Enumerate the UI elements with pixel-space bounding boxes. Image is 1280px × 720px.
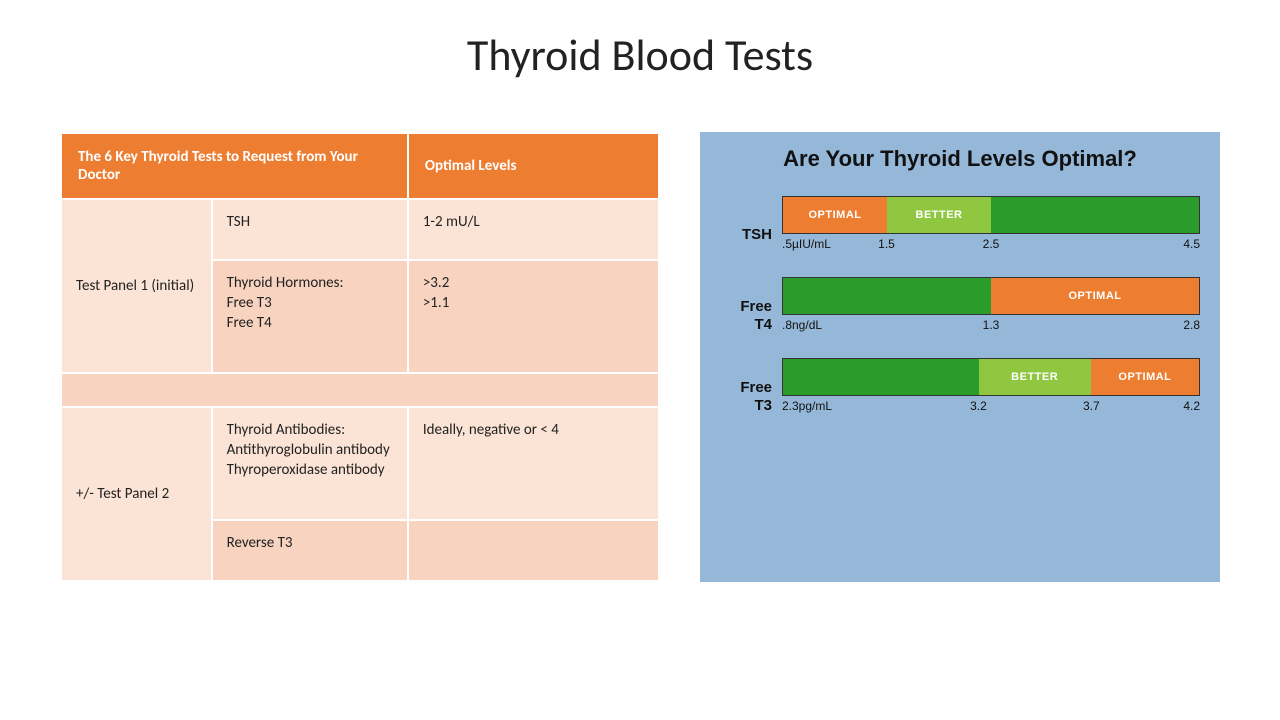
bar-segment-normal [783,278,991,314]
bar-segment-normal [991,197,1199,233]
tick-label: 4.5 [1183,237,1200,251]
tick-label: 2.8 [1183,318,1200,332]
tests-table: The 6 Key Thyroid Tests to Request from … [60,132,660,582]
panel1-label: Test Panel 1 (initial) [61,199,212,373]
level-ticks: .8ng/dL 1.3 2.8 [782,318,1200,334]
level-bar: OPTIMAL [782,277,1200,315]
levels-panel: Are Your Thyroid Levels Optimal? TSHOPTI… [700,132,1220,582]
level-row: FreeT4 OPTIMAL .8ng/dL 1.3 2.8 [720,277,1200,354]
bar-segment-optimal: OPTIMAL [783,197,887,233]
bar-segment-normal [783,359,979,395]
level-row: FreeT3BETTEROPTIMAL2.3pg/mL3.23.74.2 [720,358,1200,435]
tick-label: 3.2 [970,399,987,413]
content-area: The 6 Key Thyroid Tests to Request from … [0,92,1280,582]
bar-segment-better: BETTER [887,197,991,233]
levels-title: Are Your Thyroid Levels Optimal? [720,146,1200,172]
bar-segment-optimal: OPTIMAL [991,278,1199,314]
optimal-level [408,520,659,581]
tick-label: 2.5 [983,237,1000,251]
level-bar: BETTEROPTIMAL [782,358,1200,396]
optimal-level: Ideally, negative or < 4 [408,407,659,520]
level-label: FreeT3 [720,379,782,414]
level-label: FreeT4 [720,298,782,333]
level-bar: OPTIMALBETTER [782,196,1200,234]
table-spacer [61,373,659,407]
test-name: Thyroid Hormones:Free T3Free T4 [212,260,408,373]
optimal-level: >3.2>1.1 [408,260,659,373]
test-name: Reverse T3 [212,520,408,581]
table-header-tests: The 6 Key Thyroid Tests to Request from … [61,133,408,199]
tick-label: .8ng/dL [782,318,822,332]
bar-segment-better: BETTER [979,359,1091,395]
test-name: TSH [212,199,408,260]
tick-label: 1.3 [983,318,1000,332]
panel2-label: +/- Test Panel 2 [61,407,212,581]
level-label: TSH [720,226,782,243]
tick-label: 1.5 [878,237,895,251]
tick-label: .5µIU/mL [782,237,831,251]
page-title: Thyroid Blood Tests [0,0,1280,92]
tick-label: 2.3pg/mL [782,399,832,413]
level-row: TSHOPTIMALBETTER .5µIU/mL 1.5 2.5 4.5 [720,196,1200,273]
test-name: Thyroid Antibodies:Antithyroglobulin ant… [212,407,408,520]
table-header-levels: Optimal Levels [408,133,659,199]
tick-label: 3.7 [1083,399,1100,413]
tick-label: 4.2 [1183,399,1200,413]
level-ticks: .5µIU/mL 1.5 2.5 4.5 [782,237,1200,253]
bar-segment-optimal: OPTIMAL [1091,359,1199,395]
optimal-level: 1-2 mU/L [408,199,659,260]
level-ticks: 2.3pg/mL 3.2 3.7 4.2 [782,399,1200,415]
